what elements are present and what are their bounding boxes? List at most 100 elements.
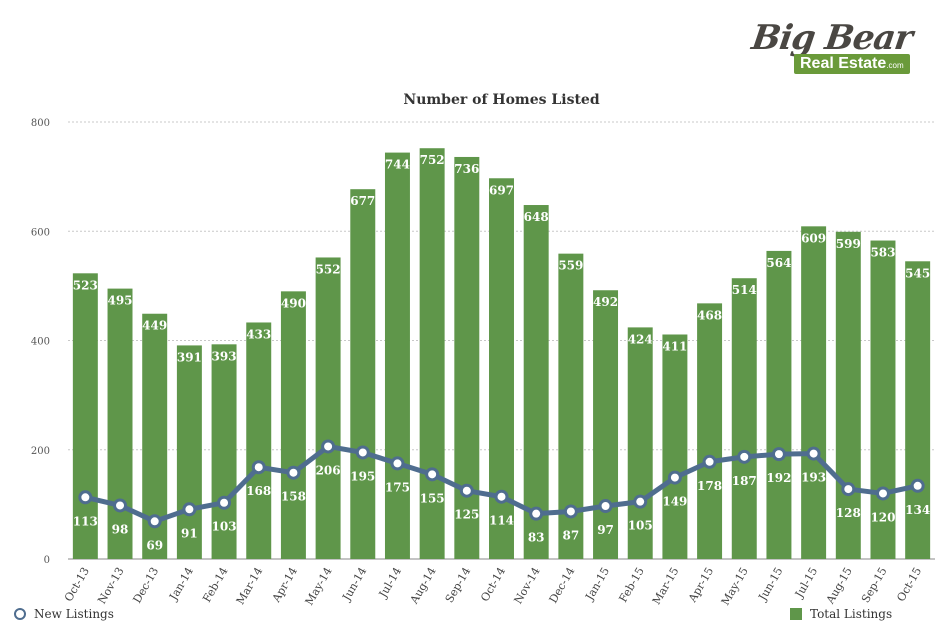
x-tick-label: May-14	[303, 565, 335, 608]
bar-data-label: 411	[662, 339, 687, 353]
bar	[107, 288, 133, 559]
line-data-label: 155	[420, 491, 445, 505]
line-data-label: 125	[454, 508, 479, 522]
line-data-label: 98	[112, 522, 129, 536]
x-tick-label: Feb-15	[616, 565, 646, 605]
chart-title: Number of Homes Listed	[403, 92, 599, 108]
bar	[593, 290, 619, 559]
bar	[731, 278, 757, 559]
line-point	[667, 470, 682, 485]
x-tick-label: Dec-14	[547, 565, 578, 605]
x-tick-label: Feb-14	[200, 565, 230, 605]
x-tick-label: Dec-13	[130, 565, 161, 605]
x-tick-label: Mar-14	[234, 565, 266, 607]
x-tick-label: May-15	[719, 565, 751, 608]
bar-data-label: 552	[316, 262, 341, 276]
bar	[627, 327, 653, 559]
line-point	[633, 494, 648, 509]
legend-new-listings-label: New Listings	[34, 607, 114, 621]
bar	[905, 261, 931, 559]
bar	[801, 226, 827, 560]
bar-data-label: 490	[281, 296, 306, 310]
bar-data-label: 697	[489, 183, 514, 197]
line-point	[147, 514, 162, 529]
line-data-label: 97	[597, 523, 614, 537]
y-axis-ticks: 0 200 400 600 800	[31, 118, 50, 566]
bar-data-label: 744	[385, 158, 410, 172]
y-tick-label: 600	[31, 227, 50, 238]
bar	[280, 291, 306, 559]
line-point	[355, 445, 370, 460]
bar-data-label: 609	[801, 231, 826, 245]
bar	[350, 189, 376, 559]
x-tick-label: Oct-14	[478, 565, 508, 604]
line-data-labels: 113 98 69 91 103 168 158 206 195 175 155 125 114 83 87…	[73, 463, 930, 552]
x-tick-label: Apr-15	[685, 565, 716, 605]
bar-data-label: 424	[628, 332, 653, 346]
bar	[870, 240, 896, 559]
bar	[662, 334, 688, 559]
bar-data-label: 752	[420, 153, 445, 167]
x-tick-label: Oct-13	[62, 565, 92, 604]
line-data-label: 103	[212, 520, 237, 534]
big-bear-logo: Big Bear Real Estate.com	[749, 18, 922, 78]
bar-data-label: 648	[524, 210, 549, 224]
bar	[766, 250, 792, 560]
line-point	[702, 454, 717, 469]
x-tick-label: Apr-14	[269, 565, 300, 605]
line-data-label: 69	[146, 538, 163, 552]
bar-data-label: 391	[177, 350, 202, 364]
line-data-label: 134	[905, 503, 930, 517]
line-data-label: 114	[489, 514, 514, 528]
line-data-label: 178	[697, 479, 722, 493]
line-data-label: 120	[870, 510, 895, 524]
line-point	[910, 478, 925, 493]
line-data-label: 195	[350, 469, 375, 483]
bar	[315, 257, 341, 559]
bar	[835, 231, 861, 559]
legend-total-listings-label: Total Listings	[810, 607, 893, 621]
bar-data-label: 736	[454, 162, 479, 176]
line-point	[806, 446, 821, 461]
bar-data-label: 468	[697, 308, 722, 322]
line-point	[251, 460, 266, 475]
line-point	[78, 490, 93, 505]
bar	[246, 322, 272, 559]
bar-data-labels: 523 495 449 391 393 433 490 552 677 744 752 736 697 6…	[73, 153, 930, 364]
x-tick-label: Jun-14	[339, 565, 369, 604]
logo-suffix: .com	[886, 61, 904, 70]
line-point	[425, 467, 440, 482]
line-point	[875, 486, 890, 501]
y-tick-label: 800	[31, 118, 50, 129]
bar-data-label: 449	[142, 319, 167, 333]
line-data-label: 193	[801, 471, 826, 485]
legend-square-icon	[790, 608, 802, 620]
bar	[523, 205, 549, 559]
line-point	[563, 504, 578, 519]
legend-circle-icon	[14, 608, 26, 620]
logo-wordmark: Big Bear	[749, 18, 915, 58]
line-data-label: 158	[281, 490, 306, 504]
x-tick-label: Jun-15	[756, 565, 786, 604]
logo-badge-text: Real Estate	[800, 55, 887, 72]
y-tick-label: 400	[31, 337, 50, 348]
x-tick-label: Jul-15	[792, 565, 820, 601]
legend-new-listings: New Listings	[14, 607, 114, 621]
x-tick-label: Oct-15	[894, 565, 924, 604]
legend-total-listings: Total Listings	[790, 607, 892, 621]
bar-data-label: 433	[246, 327, 271, 341]
line-data-label: 206	[316, 463, 341, 477]
line-point	[494, 489, 509, 504]
x-tick-label: Jan-15	[582, 565, 612, 603]
bar	[419, 148, 445, 559]
line-data-label: 149	[662, 495, 687, 509]
x-tick-label: Nov-13	[95, 565, 126, 606]
line-data-label: 168	[246, 484, 271, 498]
line-data-label: 113	[73, 514, 98, 528]
x-axis-ticks: Oct-13 Nov-13 Dec-13 Jan-14 Feb-14 Mar-14 Apr-…	[62, 565, 924, 608]
bar	[72, 273, 98, 559]
bar-data-label: 583	[870, 246, 895, 260]
line-point	[459, 483, 474, 498]
line-point	[771, 447, 786, 462]
